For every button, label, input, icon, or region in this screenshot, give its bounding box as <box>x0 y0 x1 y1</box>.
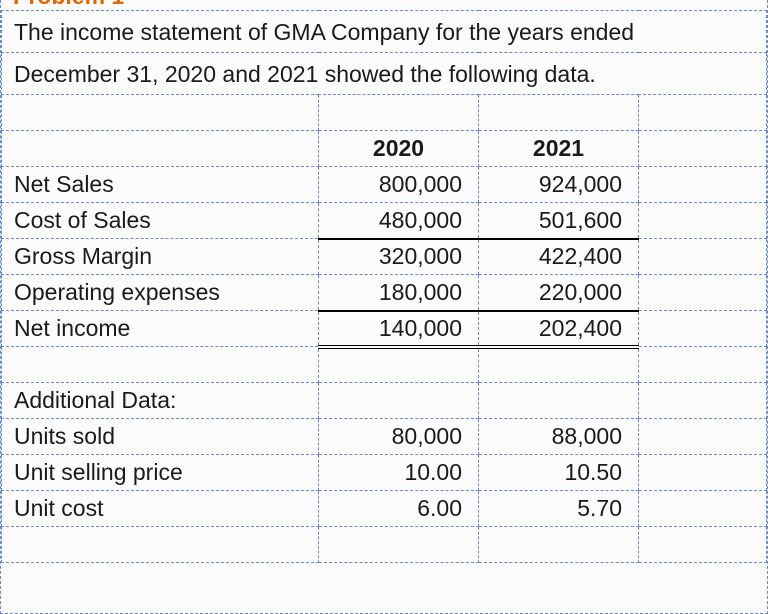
label-operating-expenses: Operating expenses <box>2 275 319 311</box>
blank-cell <box>639 383 767 419</box>
val-uc-y2: 5.70 <box>479 491 639 527</box>
blank-cell <box>319 95 479 131</box>
blank-cell <box>639 95 767 131</box>
label-net-sales: Net Sales <box>2 167 319 203</box>
spreadsheet-sheet: Problem 1 The income statement of GMA Co… <box>0 0 768 614</box>
label-net-income: Net income <box>2 311 319 347</box>
row-net-income: Net income 140,000 202,400 <box>2 311 767 347</box>
problem-heading: Problem 1 <box>1 0 767 6</box>
income-statement-table: The income statement of GMA Company for … <box>1 10 767 563</box>
val-net-sales-y2: 924,000 <box>479 167 639 203</box>
blank-cell <box>2 95 319 131</box>
label-cost-of-sales: Cost of Sales <box>2 203 319 239</box>
val-gross-margin-y2: 422,400 <box>479 239 639 275</box>
blank-cell <box>639 239 767 275</box>
val-units-sold-y2: 88,000 <box>479 419 639 455</box>
blank-cell <box>639 275 767 311</box>
val-operating-expenses-y1: 180,000 <box>319 275 479 311</box>
blank-cell <box>639 203 767 239</box>
intro-row-1: The income statement of GMA Company for … <box>2 11 767 53</box>
col-header-year-1: 2020 <box>319 131 479 167</box>
blank-cell <box>639 419 767 455</box>
blank-cell <box>319 383 479 419</box>
blank-cell <box>639 167 767 203</box>
blank-cell <box>319 347 479 383</box>
intro-text-1: The income statement of GMA Company for … <box>2 11 767 53</box>
blank-cell <box>2 347 319 383</box>
val-net-sales-y1: 800,000 <box>319 167 479 203</box>
blank-row <box>2 347 767 383</box>
val-cost-of-sales-y2: 501,600 <box>479 203 639 239</box>
year-header-row: 2020 2021 <box>2 131 767 167</box>
blank-cell <box>639 347 767 383</box>
label-units-sold: Units sold <box>2 419 319 455</box>
val-gross-margin-y1: 320,000 <box>319 239 479 275</box>
row-additional-heading: Additional Data: <box>2 383 767 419</box>
blank-cell <box>639 491 767 527</box>
row-units-sold: Units sold 80,000 88,000 <box>2 419 767 455</box>
val-usp-y1: 10.00 <box>319 455 479 491</box>
val-operating-expenses-y2: 220,000 <box>479 275 639 311</box>
val-net-income-y1: 140,000 <box>319 311 479 347</box>
val-units-sold-y1: 80,000 <box>319 419 479 455</box>
blank-row <box>2 95 767 131</box>
row-unit-cost: Unit cost 6.00 5.70 <box>2 491 767 527</box>
blank-cell <box>639 527 767 563</box>
val-cost-of-sales-y1: 480,000 <box>319 203 479 239</box>
val-net-income-y2: 202,400 <box>479 311 639 347</box>
blank-cell <box>639 311 767 347</box>
blank-cell <box>319 527 479 563</box>
label-unit-cost: Unit cost <box>2 491 319 527</box>
row-unit-selling-price: Unit selling price 10.00 10.50 <box>2 455 767 491</box>
blank-cell <box>639 455 767 491</box>
blank-cell <box>479 95 639 131</box>
intro-text-2: December 31, 2020 and 2021 showed the fo… <box>2 53 767 95</box>
row-net-sales: Net Sales 800,000 924,000 <box>2 167 767 203</box>
val-uc-y1: 6.00 <box>319 491 479 527</box>
blank-row <box>2 527 767 563</box>
val-usp-y2: 10.50 <box>479 455 639 491</box>
label-additional-data: Additional Data: <box>2 383 319 419</box>
blank-cell <box>2 527 319 563</box>
blank-cell <box>639 131 767 167</box>
label-gross-margin: Gross Margin <box>2 239 319 275</box>
blank-cell <box>479 383 639 419</box>
blank-cell <box>479 527 639 563</box>
row-operating-expenses: Operating expenses 180,000 220,000 <box>2 275 767 311</box>
row-cost-of-sales: Cost of Sales 480,000 501,600 <box>2 203 767 239</box>
label-unit-selling-price: Unit selling price <box>2 455 319 491</box>
intro-row-2: December 31, 2020 and 2021 showed the fo… <box>2 53 767 95</box>
blank-cell <box>2 131 319 167</box>
col-header-year-2: 2021 <box>479 131 639 167</box>
row-gross-margin: Gross Margin 320,000 422,400 <box>2 239 767 275</box>
blank-cell <box>479 347 639 383</box>
